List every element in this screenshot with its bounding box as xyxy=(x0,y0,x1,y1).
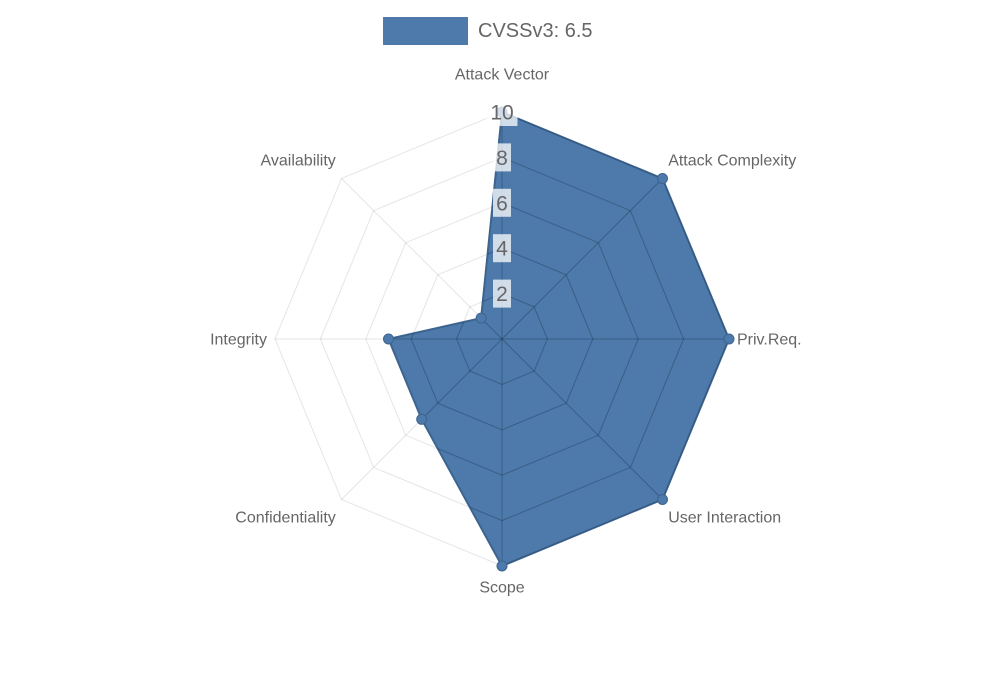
data-point-attack-complexity[interactable] xyxy=(657,173,668,184)
data-point-confidentiality[interactable] xyxy=(416,413,428,425)
tick-backdrop xyxy=(493,234,511,263)
axis-label-scope: Scope xyxy=(479,580,524,597)
data-point-integrity[interactable] xyxy=(383,333,394,345)
grid-spoke xyxy=(501,338,663,500)
axis-label-attack-complexity: Attack Complexity xyxy=(668,152,796,169)
grid-ring xyxy=(388,156,685,522)
axis-label-confidentiality: Confidentiality xyxy=(235,510,336,527)
tick-backdrop xyxy=(493,279,511,308)
tick-label-2: 2 xyxy=(496,283,508,306)
tick-label-10: 10 xyxy=(490,102,513,125)
tick-backdrop xyxy=(493,188,511,217)
grid-spoke xyxy=(501,178,663,340)
tick-backdrop xyxy=(493,143,511,172)
axis-label-availability: Availability xyxy=(261,152,336,169)
axis-label-priv-req-: Priv.Req. xyxy=(737,332,802,349)
axis-label-user-interaction: User Interaction xyxy=(668,510,781,527)
data-point-availability[interactable] xyxy=(475,312,487,324)
tick-label-6: 6 xyxy=(496,192,508,215)
axis-label-attack-vector: Attack Vector xyxy=(455,67,550,84)
grid-spoke xyxy=(341,178,503,340)
legend-swatch xyxy=(383,17,468,45)
tick-backdrop xyxy=(486,98,518,126)
tick-label-4: 4 xyxy=(496,238,508,261)
data-point-user-interaction[interactable] xyxy=(657,494,668,505)
legend: CVSSv3: 6.5 xyxy=(383,17,593,45)
legend-label: CVSSv3: 6.5 xyxy=(478,19,593,42)
tick-label-8: 8 xyxy=(496,147,508,170)
data-point-priv-req-[interactable] xyxy=(723,333,735,345)
data-point-scope[interactable] xyxy=(496,560,508,572)
legend-item-cvssv3[interactable]: CVSSv3: 6.5 xyxy=(383,17,593,45)
axis-label-integrity: Integrity xyxy=(210,332,267,349)
